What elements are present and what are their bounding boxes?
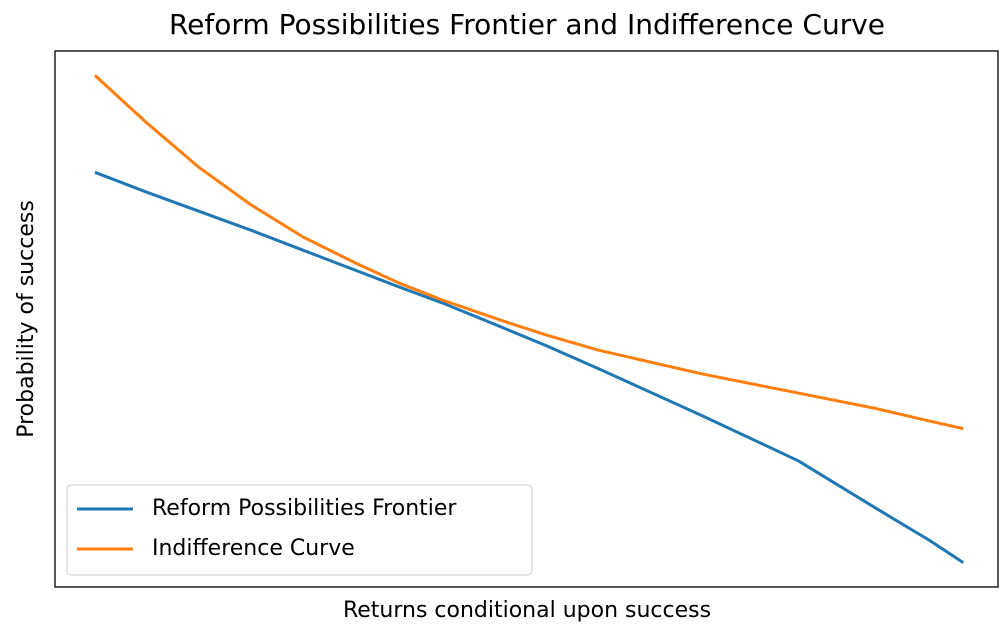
legend-box (66, 484, 533, 576)
legend-label: Reform Possibilities Frontier (152, 496, 457, 521)
y-axis-label: Probability of success (14, 200, 39, 438)
plot-frame (54, 50, 999, 588)
x-axis-label: Returns conditional upon success (343, 598, 711, 623)
line-series (94, 170, 965, 564)
line-series (93, 74, 964, 431)
legend-label: Indifference Curve (152, 536, 355, 561)
chart-title: Reform Possibilities Frontier and Indiff… (169, 8, 885, 41)
